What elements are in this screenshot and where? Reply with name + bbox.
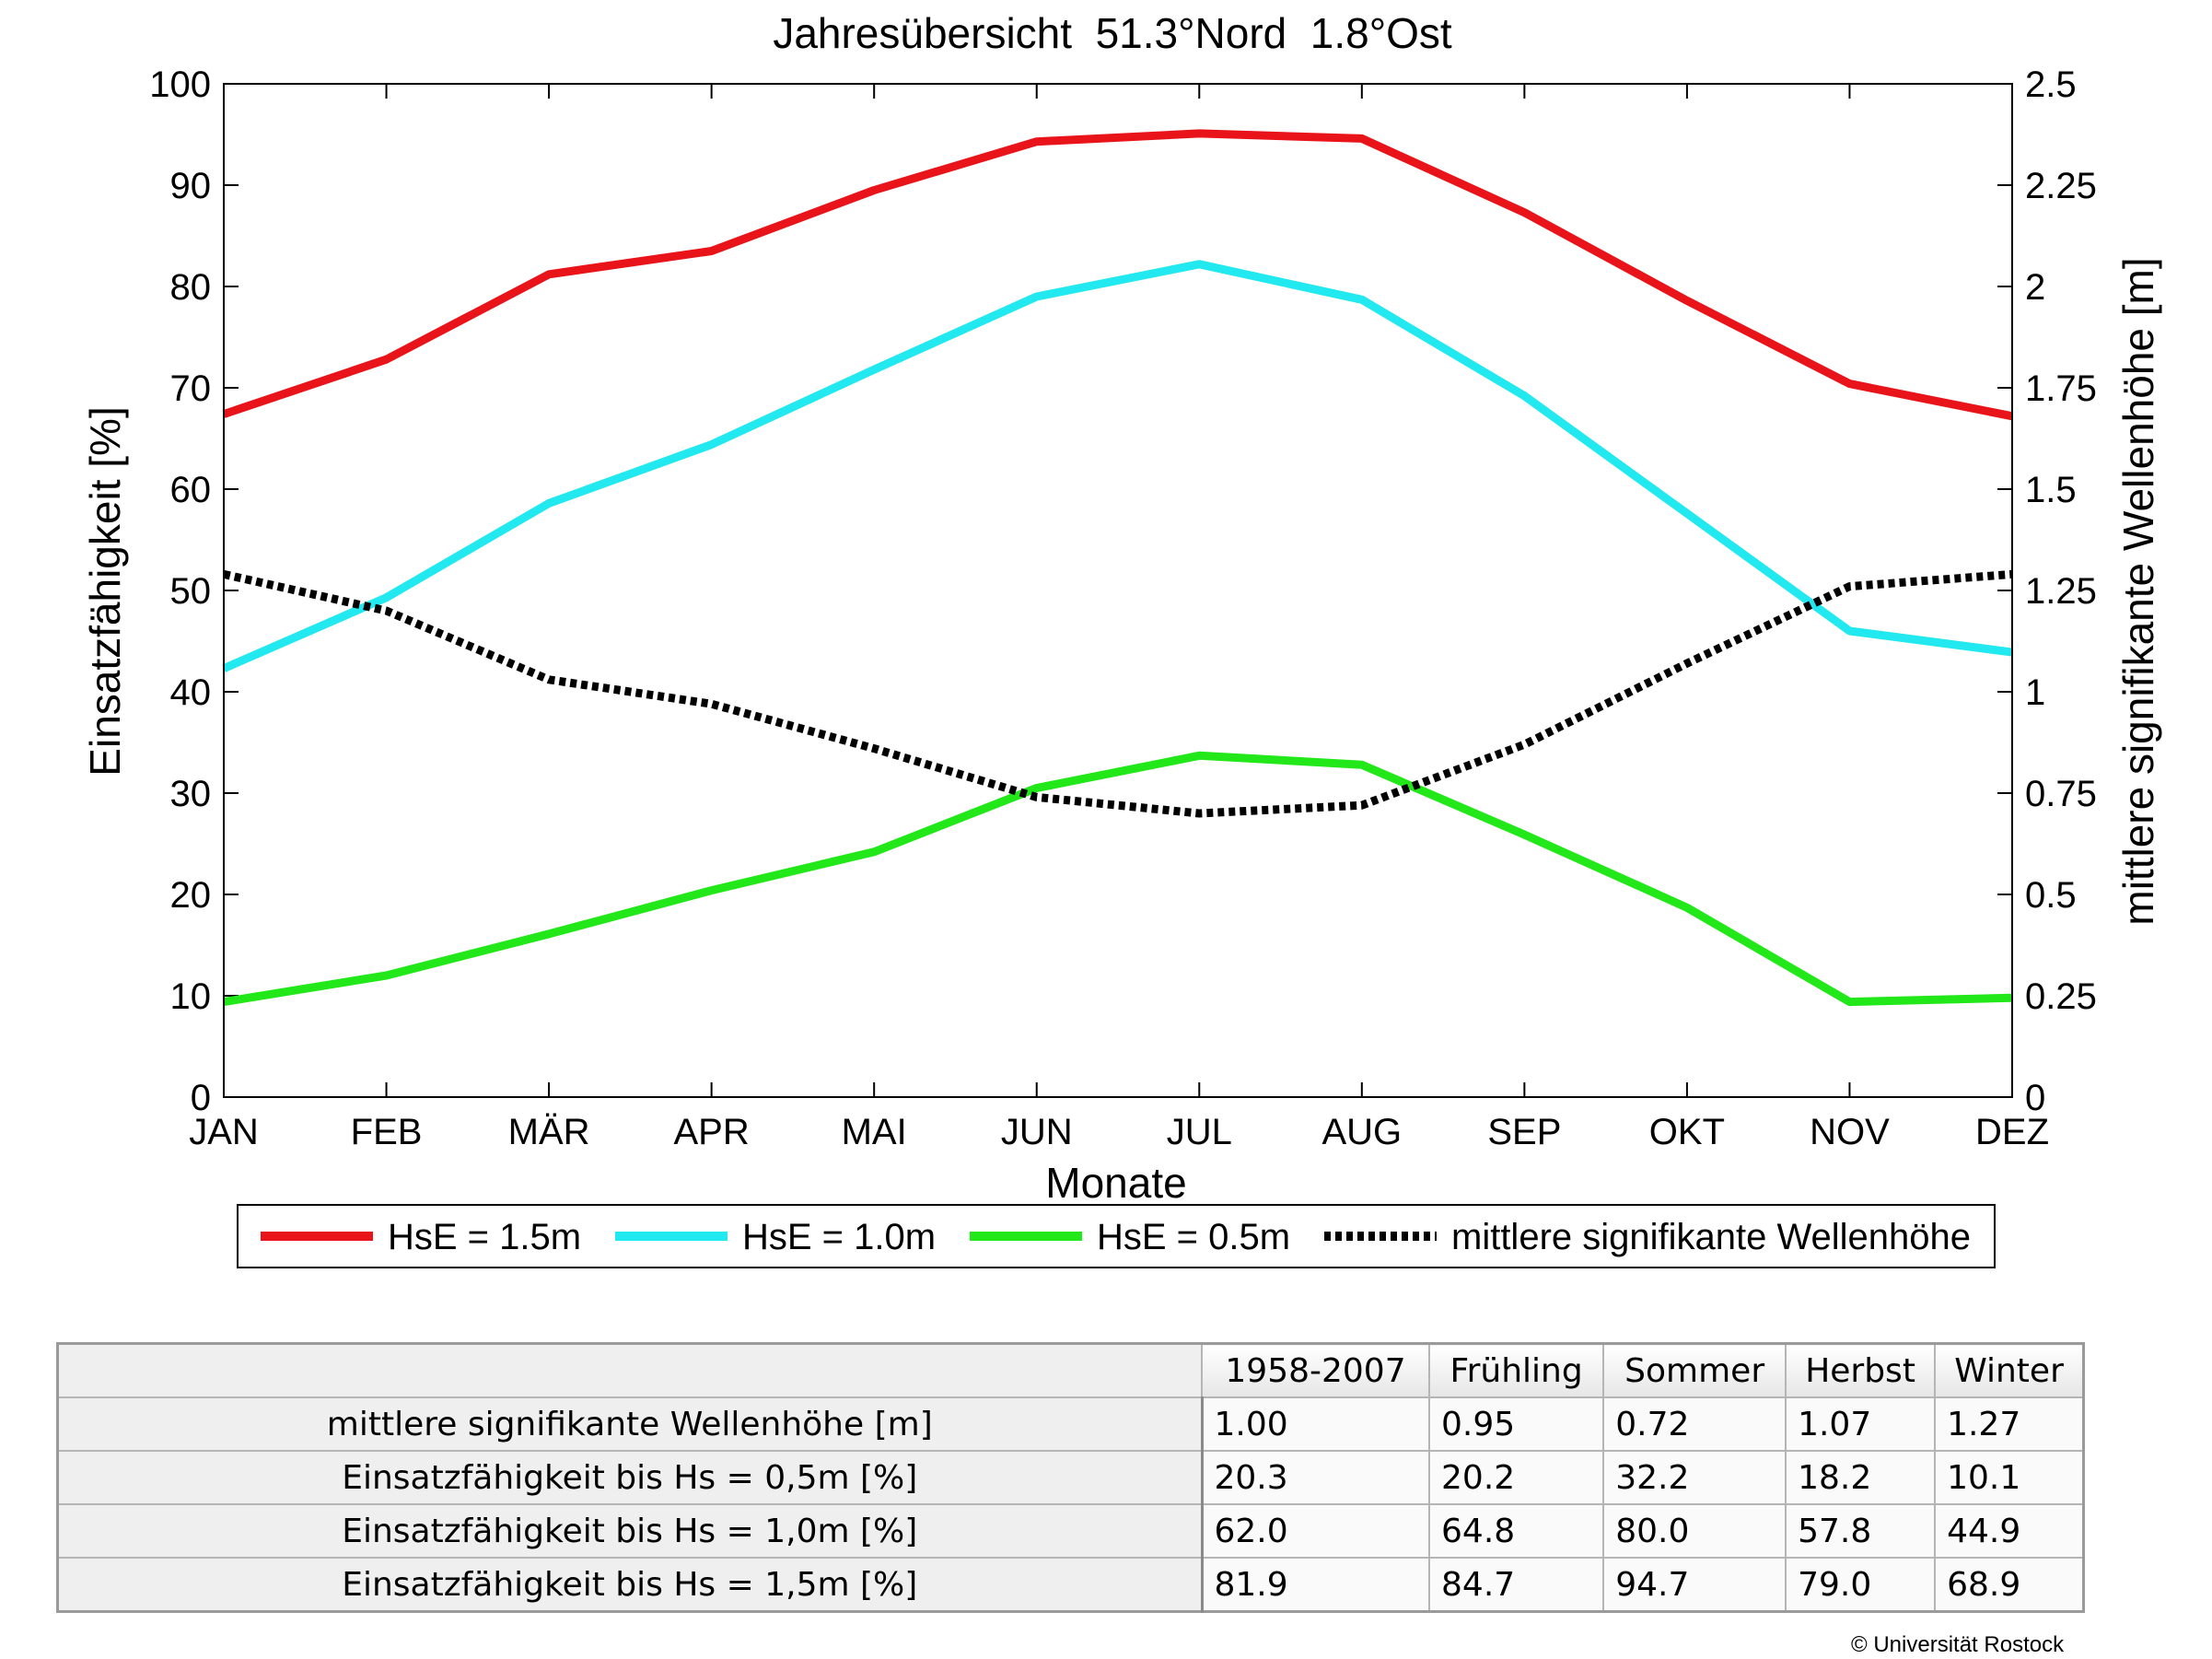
y-right-tick-label: 1 <box>2025 672 2045 713</box>
table-cell: 68.9 <box>1934 1557 2085 1613</box>
legend-box <box>237 1204 1996 1268</box>
table-corner-cell <box>56 1342 1203 1398</box>
y-left-tick-label: 60 <box>170 470 212 510</box>
x-axis-label: Monate <box>1045 1159 1186 1207</box>
column-header-autumn: Herbst <box>1785 1342 1937 1398</box>
y-left-tick-label: 90 <box>170 166 212 206</box>
table-cell: 32.2 <box>1602 1450 1787 1505</box>
y-left-tick-label: 0 <box>191 1078 211 1118</box>
series-lines <box>222 129 2013 1007</box>
table-cell: 79.0 <box>1785 1557 1937 1613</box>
row-label: Einsatzfähigkeit bis Hs = 1,0m [%] <box>56 1503 1204 1559</box>
y-left-tick-labels: 0 10 20 30 40 50 60 70 80 90 100 <box>149 64 211 1118</box>
y-axis-right-label: mittlere signifikante Wellenhöhe [m] <box>2114 257 2162 925</box>
y-left-tick-label: 10 <box>170 976 212 1017</box>
x-tick-label: APR <box>674 1112 750 1152</box>
y-axis-left-label: Einsatzfähigkeit [%] <box>81 406 129 776</box>
table-cell: 18.2 <box>1785 1450 1937 1505</box>
table-header-row: 1958-2007 Frühling Sommer Herbst Winter <box>56 1342 2085 1398</box>
y-left-tick-label: 30 <box>170 774 212 814</box>
y-right-tick-label: 1.75 <box>2025 368 2097 409</box>
table-cell: 20.3 <box>1200 1450 1431 1505</box>
y-right-tick-label: 0.5 <box>2025 875 2077 916</box>
table-row: mittlere signifikante Wellenhöhe [m] 1.0… <box>56 1396 2085 1452</box>
series-line-1 <box>222 129 2013 421</box>
y-right-tick-label: 0.75 <box>2025 774 2097 814</box>
y-right-tick-labels: 0 0.25 0.5 0.75 1 1.25 1.5 1.75 2 2.25 2.5 <box>2025 64 2097 1118</box>
y-right-tick-label: 2.5 <box>2025 64 2077 105</box>
table-row: Einsatzfähigkeit bis Hs = 1,0m [%] 62.0 … <box>56 1503 2085 1559</box>
x-tick-label: MÄR <box>508 1112 590 1152</box>
column-header-spring: Frühling <box>1428 1342 1605 1398</box>
x-tick-label: MAI <box>842 1112 907 1152</box>
x-tick-label: JAN <box>189 1112 259 1152</box>
legend-label-1: HsE = 1.5m <box>388 1217 581 1257</box>
legend-label-3: HsE = 0.5m <box>1097 1217 1290 1257</box>
table-cell: 64.8 <box>1428 1503 1605 1559</box>
y-right-tick-label: 2 <box>2025 267 2045 308</box>
series-line-4 <box>223 569 2013 818</box>
y-right-tick-label: 0.25 <box>2025 976 2097 1017</box>
y-right-tick-label: 1.5 <box>2025 470 2077 510</box>
table-cell: 0.72 <box>1602 1396 1787 1452</box>
table-cell: 94.7 <box>1602 1557 1787 1613</box>
table-cell: 81.9 <box>1200 1557 1431 1613</box>
y-right-tick-label: 0 <box>2025 1078 2045 1118</box>
y-left-tick-label: 100 <box>149 64 211 105</box>
y-left-tick-label: 50 <box>170 571 212 612</box>
table-cell: 1.27 <box>1934 1396 2085 1452</box>
table-cell: 57.8 <box>1785 1503 1937 1559</box>
table-row: Einsatzfähigkeit bis Hs = 0,5m [%] 20.3 … <box>56 1450 2085 1505</box>
statistics-table: 1958-2007 Frühling Sommer Herbst Winter … <box>56 1342 2085 1613</box>
series-line-3 <box>223 751 2013 1007</box>
table-cell: 1.07 <box>1785 1396 1937 1452</box>
x-tick-label: NOV <box>1810 1112 1890 1152</box>
table-cell: 10.1 <box>1934 1450 2085 1505</box>
x-tick-label: JUN <box>1001 1112 1073 1152</box>
x-tick-label: OKT <box>1649 1112 1725 1152</box>
copyright-notice: © Universität Rostock <box>1851 1632 2065 1657</box>
column-header-summer: Sommer <box>1602 1342 1787 1398</box>
row-label: mittlere signifikante Wellenhöhe [m] <box>56 1396 1204 1452</box>
y-left-tick-label: 80 <box>170 267 212 308</box>
table-cell: 84.7 <box>1428 1557 1605 1613</box>
x-tick-label: SEP <box>1487 1112 1561 1152</box>
table-row: Einsatzfähigkeit bis Hs = 1,5m [%] 81.9 … <box>56 1557 2085 1613</box>
table-cell: 20.2 <box>1428 1450 1605 1505</box>
x-tick-label: AUG <box>1321 1112 1402 1152</box>
y-right-tick-label: 1.25 <box>2025 571 2097 612</box>
annual-overview-chart: Jahresübersicht 51.3°Nord 1.8°Ost JAN FEB… <box>81 9 2162 1268</box>
table-cell: 44.9 <box>1934 1503 2085 1559</box>
y-left-tick-label: 20 <box>170 875 212 916</box>
y-left-tick-label: 70 <box>170 368 212 409</box>
column-header-winter: Winter <box>1934 1342 2085 1398</box>
y-left-tick-label: 40 <box>170 672 212 713</box>
x-tick-labels: JAN FEB MÄR APR MAI JUN JUL AUG SEP OKT NOV DEZ <box>189 1112 2049 1152</box>
table-cell: 80.0 <box>1602 1503 1787 1559</box>
table-cell: 0.95 <box>1428 1396 1605 1452</box>
series-line-2 <box>222 260 2013 672</box>
x-tick-label: FEB <box>351 1112 423 1152</box>
row-label: Einsatzfähigkeit bis Hs = 0,5m [%] <box>56 1450 1204 1505</box>
legend: HsE = 1.5m HsE = 1.0m HsE = 0.5m mittlere s… <box>237 1204 1996 1268</box>
x-tick-label: JUL <box>1167 1112 1232 1152</box>
plot-area-frame <box>223 83 2013 1098</box>
y-right-tick-label: 2.25 <box>2025 166 2097 206</box>
chart-title: Jahresübersicht 51.3°Nord 1.8°Ost <box>773 9 1452 57</box>
legend-label-2: HsE = 1.0m <box>742 1217 936 1257</box>
table-cell: 62.0 <box>1200 1503 1431 1559</box>
table-cell: 1.00 <box>1200 1396 1431 1452</box>
column-header-period: 1958-2007 <box>1200 1342 1431 1398</box>
legend-label-4: mittlere signifikante Wellenhöhe <box>1451 1217 1971 1257</box>
row-label: Einsatzfähigkeit bis Hs = 1,5m [%] <box>56 1557 1204 1613</box>
x-tick-label: DEZ <box>1975 1112 2049 1152</box>
